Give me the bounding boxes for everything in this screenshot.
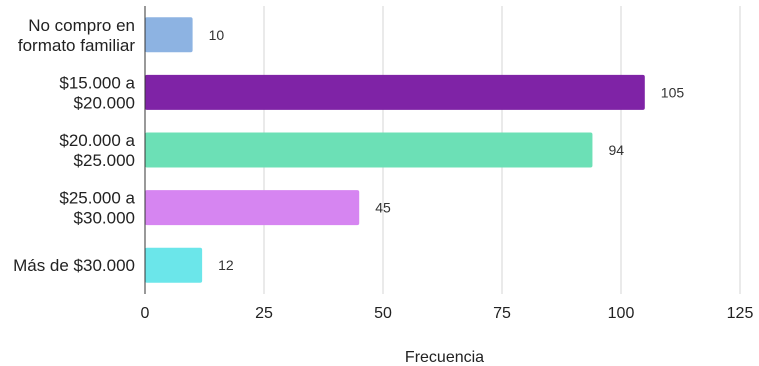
category-label: No compro en formato familiar bbox=[18, 16, 135, 55]
bar bbox=[145, 247, 203, 283]
x-tick-label: 75 bbox=[493, 305, 511, 322]
value-labels: 10 105 94 45 12 bbox=[209, 27, 685, 273]
x-tick-label: 100 bbox=[608, 305, 635, 322]
category-label: $20.000 a $25.000 bbox=[59, 131, 135, 170]
x-axis-title: Frecuencia bbox=[405, 349, 484, 366]
category-label: $15.000 a $20.000 bbox=[59, 73, 135, 112]
bar-value-label: 45 bbox=[375, 200, 391, 216]
bar-value-label: 105 bbox=[661, 84, 685, 100]
bar-value-label: 10 bbox=[209, 27, 225, 43]
bar bbox=[145, 132, 593, 168]
category-labels: No compro en formato familiar $15.000 a $20… bbox=[13, 16, 135, 275]
bars bbox=[145, 17, 645, 283]
category-label: Más de $30.000 bbox=[13, 256, 135, 275]
bar bbox=[145, 190, 360, 226]
bar bbox=[145, 17, 193, 53]
category-label: $25.000 a $30.000 bbox=[59, 189, 135, 228]
x-tick-label: 0 bbox=[141, 305, 150, 322]
x-tick-label: 25 bbox=[255, 305, 273, 322]
x-tick-label: 125 bbox=[727, 305, 754, 322]
bar-value-label: 94 bbox=[608, 142, 624, 158]
x-tick-labels: 0 25 50 75 100 125 bbox=[141, 305, 754, 322]
bar bbox=[145, 74, 645, 110]
bar-value-label: 12 bbox=[218, 257, 234, 273]
x-tick-label: 50 bbox=[374, 305, 392, 322]
